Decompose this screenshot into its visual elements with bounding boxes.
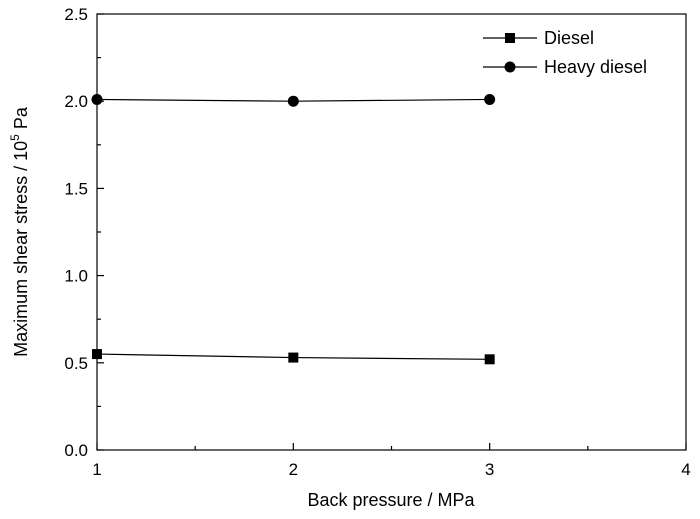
series-layer (91, 93, 496, 365)
y-axis-ticks: 0.0 0.5 1.0 1.5 2.0 2.5 (64, 5, 104, 460)
legend-marker-diesel (505, 33, 515, 43)
y-axis-label: Maximum shear stress / 105 Pa (8, 106, 31, 357)
x-tick-label: 4 (681, 460, 690, 479)
heavy-diesel-data-point (484, 93, 496, 105)
y-tick-label: 0.0 (64, 441, 88, 460)
y-tick-label: 1.5 (64, 179, 88, 198)
y-tick-label: 2.0 (64, 92, 88, 111)
plot-frame (96, 13, 687, 451)
legend-label-diesel: Diesel (544, 28, 594, 48)
x-tick-label: 1 (92, 460, 101, 479)
diesel-data-point (288, 352, 299, 363)
x-tick-label: 3 (485, 460, 494, 479)
legend: Diesel Heavy diesel (483, 28, 647, 77)
y-tick-label: 1.0 (64, 267, 88, 286)
y-axis-label-main: Maximum shear stress / 10 (11, 141, 31, 357)
heavy-diesel-data-point (287, 95, 299, 107)
y-tick-label: 2.5 (64, 5, 88, 24)
x-axis-label: Back pressure / MPa (307, 490, 475, 510)
y-axis-label-exponent: 5 (8, 134, 22, 141)
legend-marker-heavy-diesel (504, 61, 516, 73)
y-tick-label: 0.5 (64, 354, 88, 373)
y-axis-label-unit: Pa (11, 106, 31, 134)
x-axis-ticks: 1 2 3 4 (92, 443, 691, 479)
diesel-data-point (484, 354, 495, 365)
diesel-data-point (92, 349, 102, 360)
legend-label-heavy-diesel: Heavy diesel (544, 57, 647, 77)
heavy-diesel-data-point (91, 93, 103, 105)
x-tick-label: 2 (289, 460, 298, 479)
